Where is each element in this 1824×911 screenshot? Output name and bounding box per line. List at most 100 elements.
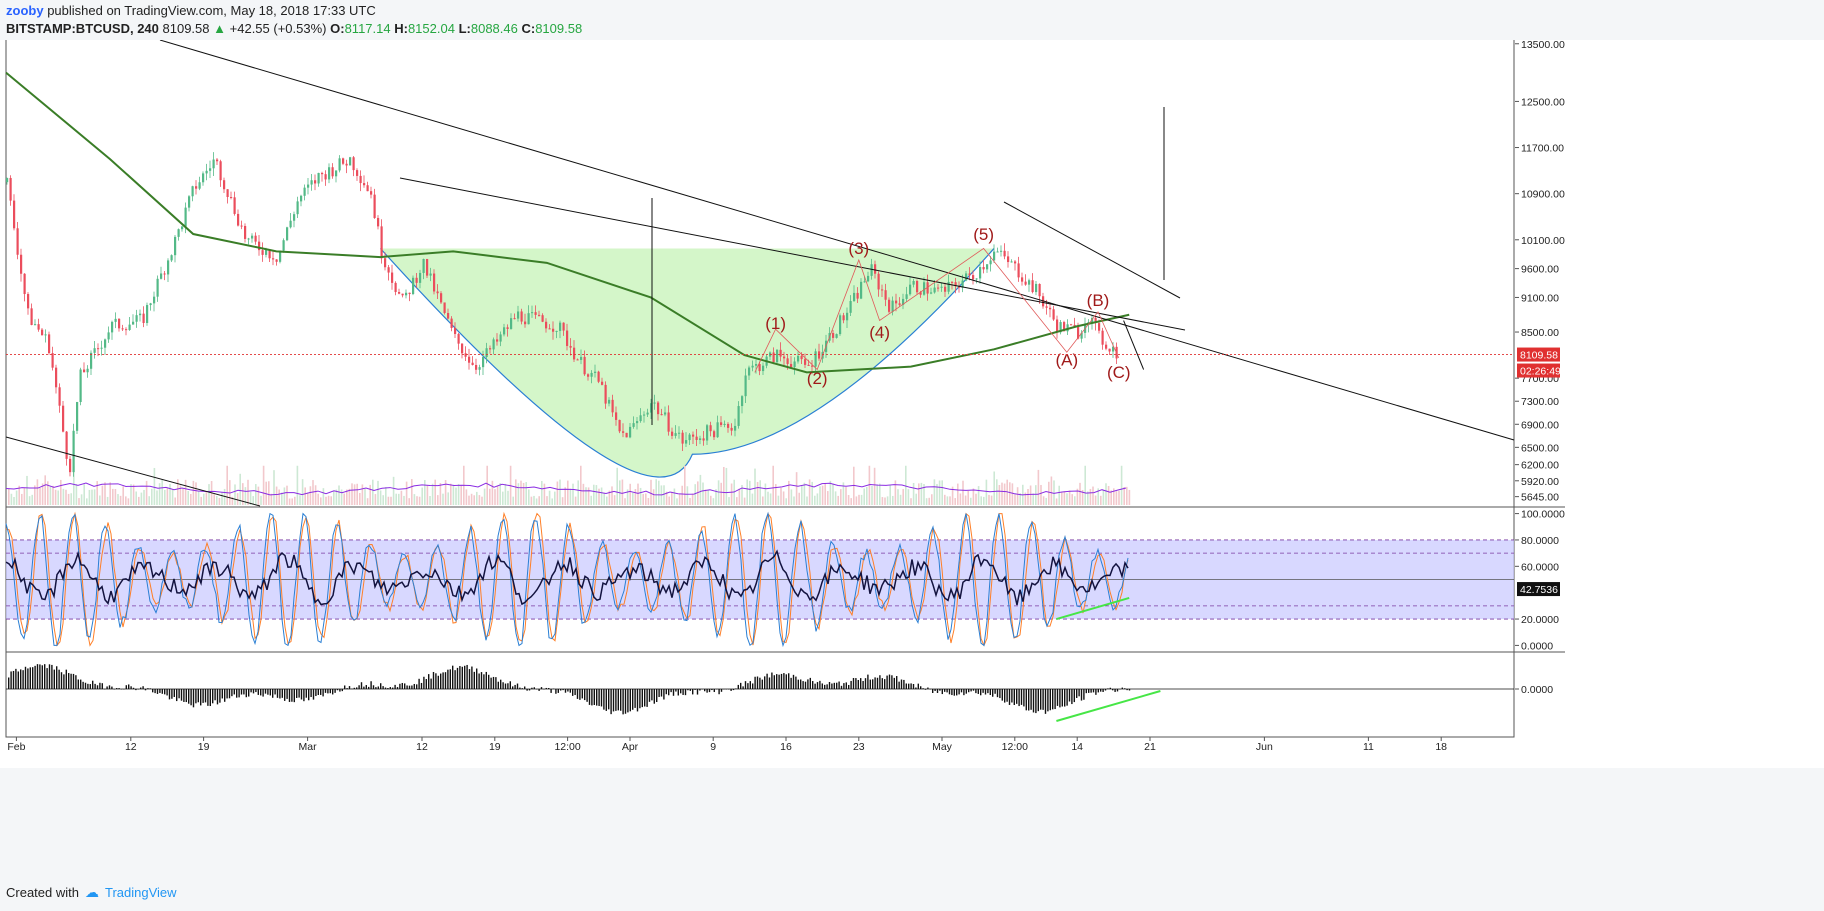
volume-bar <box>457 483 460 505</box>
volume-bar <box>1102 490 1105 505</box>
momentum-bar <box>1049 689 1051 711</box>
momentum-bar <box>473 671 475 689</box>
trend-line <box>159 40 1515 441</box>
volume-bar <box>528 489 530 505</box>
momentum-bar <box>586 689 588 702</box>
momentum-bar <box>512 686 514 689</box>
candle-body <box>583 356 586 375</box>
momentum-bar <box>960 689 963 693</box>
wave-label: (1) <box>765 314 786 333</box>
candle-body <box>688 434 691 441</box>
momentum-bar <box>1032 689 1035 713</box>
volume-bar <box>681 485 683 505</box>
volume-bar <box>322 488 325 505</box>
momentum-bar <box>648 689 651 702</box>
candle-body <box>237 213 240 226</box>
momentum-bar <box>22 670 24 689</box>
volume-bar <box>338 485 340 505</box>
close-label: C: <box>521 21 536 36</box>
momentum-bar <box>332 689 334 695</box>
candle-body <box>37 324 40 330</box>
time-tick-label: 18 <box>1435 741 1447 753</box>
time-tick-label: 21 <box>1144 741 1156 753</box>
price-tick-label: 6900.00 <box>1521 419 1559 431</box>
volume-bar <box>894 480 897 505</box>
momentum-bar <box>413 683 415 689</box>
candle-body <box>90 352 93 369</box>
volume-bar <box>226 465 228 505</box>
candle-body <box>384 258 387 268</box>
candle-body <box>394 282 397 293</box>
volume-bar <box>374 494 377 505</box>
volume-bar <box>712 498 715 505</box>
stoch-tick-label: 20.0000 <box>1521 614 1559 626</box>
momentum-bar <box>423 676 425 689</box>
volume-bar <box>918 483 920 505</box>
symbol-name[interactable]: BITSTAMP:BTCUSD, 240 <box>6 21 159 36</box>
volume-bar <box>499 483 501 505</box>
volume-bar <box>600 487 603 505</box>
volume-bar <box>730 483 733 505</box>
momentum-bar <box>696 689 699 695</box>
volume-bar <box>330 496 332 505</box>
volume-bar <box>517 483 520 505</box>
momentum-bar <box>130 686 132 689</box>
volume-bar <box>1029 485 1032 505</box>
momentum-bar <box>461 666 463 689</box>
momentum-bar <box>612 689 615 712</box>
momentum-bar <box>711 689 713 691</box>
volume-bar <box>312 480 314 505</box>
wave-label: (3) <box>848 239 869 258</box>
candle-body <box>580 356 583 360</box>
momentum-bar <box>584 689 586 701</box>
momentum-bar <box>692 689 694 695</box>
tradingview-brand[interactable]: TradingView <box>104 885 177 900</box>
volume-bar <box>13 496 15 505</box>
volume-bar <box>767 491 769 505</box>
chart-canvas[interactable]: (1) (2) (3) (4) (5) (A) (B) (C) 13500.00 12500.00… <box>0 40 1824 880</box>
momentum-bar <box>387 688 389 689</box>
momentum-bar <box>675 689 677 692</box>
volume-bar <box>912 482 915 505</box>
momentum-bar <box>185 689 187 703</box>
momentum-bar <box>329 689 331 694</box>
volume-bar <box>119 495 122 505</box>
author-link[interactable]: zooby <box>6 3 44 18</box>
momentum-bar <box>156 689 159 694</box>
candle-body <box>198 182 201 189</box>
candle-body <box>391 272 394 283</box>
momentum-bar <box>564 689 567 693</box>
candle-body <box>230 197 233 199</box>
momentum-bar <box>1085 689 1087 694</box>
momentum-bar <box>509 681 511 689</box>
candle-body <box>55 367 58 388</box>
momentum-bar <box>300 689 303 700</box>
volume-bar <box>294 496 296 505</box>
volume-bar <box>793 496 795 505</box>
momentum-bar <box>408 685 411 689</box>
volume-bar <box>970 497 972 505</box>
momentum-bar <box>804 681 807 689</box>
momentum-bar <box>831 683 833 689</box>
momentum-bar <box>75 675 77 689</box>
volume-bar <box>109 482 111 505</box>
candle-body <box>954 282 957 287</box>
time-tick-label: 11 <box>1363 741 1374 753</box>
momentum-bar <box>137 689 139 690</box>
momentum-bar <box>250 689 252 693</box>
volume-bar <box>806 496 808 505</box>
candle-body <box>1003 250 1006 257</box>
momentum-bar <box>84 682 87 689</box>
momentum-bar <box>176 689 178 702</box>
candle-body <box>128 324 131 330</box>
momentum-bar <box>238 689 240 698</box>
candle-body <box>1070 324 1073 326</box>
volume-bar <box>788 480 790 505</box>
volume-bar <box>790 489 793 505</box>
momentum-bar <box>320 689 322 695</box>
momentum-bar <box>975 689 977 694</box>
momentum-bar <box>382 686 384 689</box>
momentum-bar <box>492 676 495 689</box>
candle-body <box>555 330 558 332</box>
volume-average-line <box>5 482 1127 496</box>
